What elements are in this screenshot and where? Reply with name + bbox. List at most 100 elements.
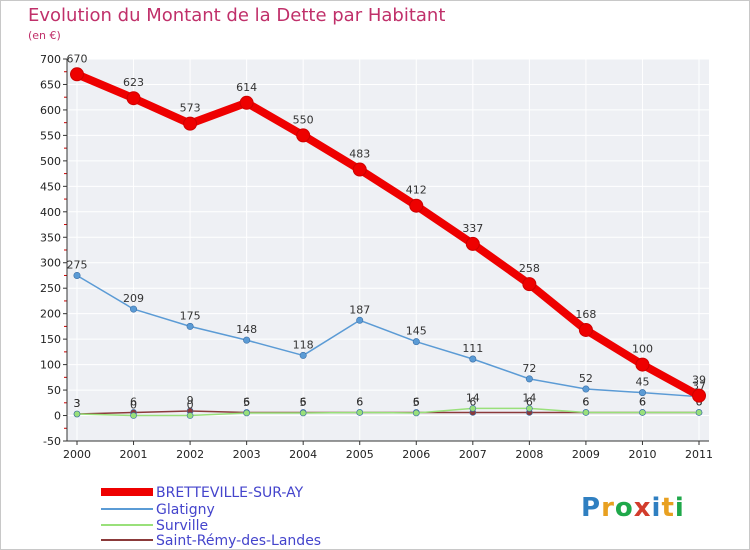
data-point: [299, 351, 307, 359]
y-tick-label: 0: [54, 410, 61, 423]
data-label: 3: [74, 397, 81, 410]
legend-label: Glatigny: [156, 502, 215, 518]
data-label: 412: [406, 184, 427, 197]
data-label: 6: [243, 395, 250, 408]
data-label: 14: [522, 391, 536, 404]
logo-letter: t: [661, 493, 675, 523]
data-label: 175: [180, 309, 201, 322]
data-label: 5: [413, 396, 420, 409]
plot-area: [67, 59, 709, 441]
data-label: 45: [635, 376, 649, 389]
data-label: 6: [526, 395, 533, 408]
legend-label: Saint-Rémy-des-Landes: [156, 533, 321, 549]
data-label: 337: [462, 222, 483, 235]
y-tick-label: 500: [40, 155, 61, 168]
data-label: 5: [300, 396, 307, 409]
data-label: 573: [180, 102, 201, 115]
data-point: [186, 322, 194, 330]
data-point: [299, 409, 307, 417]
logo-letter: i: [651, 493, 662, 523]
y-tick-label: -50: [43, 435, 61, 448]
data-point: [638, 389, 646, 397]
data-point: [412, 338, 420, 346]
data-point: [352, 162, 367, 177]
data-label: 39: [692, 374, 706, 387]
data-point: [126, 91, 141, 106]
y-tick-label: 250: [40, 282, 61, 295]
logo-letter: o: [614, 493, 634, 523]
data-point: [243, 409, 250, 417]
y-tick-label: 50: [47, 384, 61, 397]
data-label: 6: [639, 395, 646, 408]
x-tick-label: 2003: [233, 448, 261, 461]
data-label: 209: [123, 292, 144, 305]
data-label: 6: [130, 395, 137, 408]
data-point: [239, 95, 254, 110]
data-label: 6: [639, 395, 646, 408]
series-line-1: [76, 274, 700, 398]
data-label: 6: [582, 395, 589, 408]
y-tick-label: 150: [40, 333, 61, 346]
data-point: [525, 375, 533, 383]
data-label: 6: [356, 395, 363, 408]
data-label: 0: [130, 399, 137, 412]
data-label: 258: [519, 262, 540, 275]
data-label: 550: [293, 113, 314, 126]
data-point: [73, 410, 81, 418]
data-point: [183, 116, 198, 131]
data-point: [635, 357, 650, 372]
x-tick-label: 2009: [572, 448, 600, 461]
data-point: [243, 336, 251, 344]
data-label: 614: [236, 81, 257, 94]
data-label: 6: [300, 395, 307, 408]
x-tick-label: 2006: [402, 448, 430, 461]
data-point: [130, 412, 137, 419]
series-line-0: [73, 70, 703, 400]
x-tick-label: 2008: [515, 448, 543, 461]
data-point: [582, 409, 590, 416]
data-point: [469, 355, 477, 363]
data-label: 3: [74, 397, 81, 410]
data-label: 6: [356, 395, 363, 408]
x-tick-label: 2002: [176, 448, 204, 461]
data-label: 118: [293, 338, 314, 351]
data-point: [186, 412, 194, 419]
chart-unit: (en €): [28, 29, 61, 42]
data-point: [695, 409, 703, 416]
data-label: 72: [522, 362, 536, 375]
logo-letter: x: [633, 493, 652, 523]
x-tick-label: 2000: [63, 448, 91, 461]
series-line-2: [76, 407, 700, 417]
data-point: [526, 405, 533, 412]
y-tick-label: 300: [40, 257, 61, 270]
proxiti-logo: Proxiti: [581, 493, 685, 523]
data-label: 168: [575, 308, 596, 321]
y-tick-label: 350: [40, 231, 61, 244]
y-tick-label: 100: [40, 359, 61, 372]
y-tick-label: 550: [40, 129, 61, 142]
data-label: 6: [469, 395, 476, 408]
data-point: [356, 316, 364, 324]
y-tick-label: 600: [40, 104, 61, 117]
data-label: 623: [123, 76, 144, 89]
legend-label: BRETTEVILLE-SUR-AY: [156, 485, 304, 501]
data-label: 483: [349, 148, 370, 161]
logo-letter: i: [674, 493, 685, 523]
data-point: [130, 305, 138, 313]
x-tick-label: 2004: [289, 448, 317, 461]
data-label: 5: [243, 396, 250, 409]
data-point: [73, 271, 81, 279]
data-label: 6: [413, 395, 420, 408]
data-point: [296, 128, 311, 143]
y-tick-label: 700: [40, 53, 61, 66]
x-tick-label: 2007: [459, 448, 487, 461]
y-tick-label: 650: [40, 78, 61, 91]
y-tick-label: 400: [40, 206, 61, 219]
data-point: [409, 198, 424, 213]
data-label: 148: [236, 323, 257, 336]
data-label: 100: [632, 343, 653, 356]
data-label: 6: [582, 395, 589, 408]
x-tick-label: 2001: [120, 448, 148, 461]
legend-label: Surville: [156, 518, 208, 534]
